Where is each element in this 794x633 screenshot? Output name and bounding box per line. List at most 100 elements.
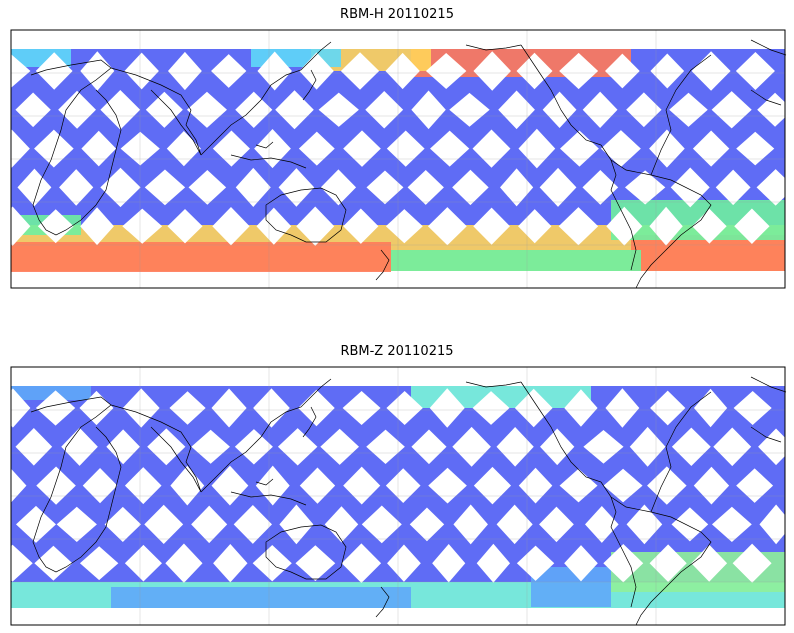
swath-gap [0, 428, 7, 465]
swath-gap [693, 388, 728, 428]
coastline [302, 406, 317, 438]
coastline [650, 391, 712, 513]
swath-gap [629, 426, 666, 467]
value-patch [11, 386, 91, 400]
coastlines [30, 376, 787, 626]
swath-gap [387, 544, 421, 582]
swath-gap [582, 91, 618, 129]
swath-gap [582, 170, 619, 205]
swath-gap [256, 207, 292, 245]
swath-gap [80, 51, 115, 91]
swath-gap [100, 89, 141, 130]
swath-gap [235, 91, 273, 128]
swath-gap [58, 90, 96, 129]
swath-gap [11, 129, 30, 168]
swath-gap [56, 506, 97, 543]
swath-gap [715, 169, 751, 206]
swath-gap [59, 169, 94, 206]
swath-gap [542, 91, 577, 129]
swath-gap [427, 207, 467, 246]
coastline [230, 491, 307, 506]
coastline [520, 381, 602, 483]
swath-gap [11, 544, 33, 582]
swath-gap [473, 466, 512, 505]
swath-gap [496, 504, 533, 545]
swath-gap [407, 169, 444, 205]
coastline [110, 404, 202, 493]
coastline [302, 69, 317, 101]
swath-gap [36, 466, 76, 505]
coastlines [30, 39, 787, 289]
swath-gap [603, 544, 644, 583]
coastline [750, 89, 782, 106]
swath-gap [692, 208, 727, 244]
swath-gap [560, 130, 599, 167]
swath-gap [647, 466, 687, 505]
swath-gap [35, 52, 73, 90]
swath-gap [253, 388, 290, 428]
swath-gap [386, 390, 423, 426]
swath-gap [518, 128, 556, 169]
swath-gap [340, 52, 380, 90]
swath-gap [277, 428, 318, 466]
rbm-h-map [0, 29, 787, 289]
swath-gap [165, 543, 203, 583]
swath-gap [278, 168, 315, 207]
swath-gap [361, 505, 402, 544]
data-layer [0, 386, 785, 608]
swath-gap [191, 429, 230, 464]
swath-gap [564, 545, 598, 582]
coastline [110, 67, 202, 156]
swath-gap [318, 92, 359, 127]
swath-gap [188, 170, 227, 205]
coastline [750, 426, 782, 443]
swath-gap [299, 52, 334, 90]
swath-gap [428, 467, 467, 504]
swath-gap [500, 168, 534, 207]
swath-gap [212, 207, 250, 246]
swath-gap [170, 465, 205, 506]
swath-gap [496, 427, 534, 467]
swath-gap [386, 130, 425, 167]
swath-gap [186, 91, 227, 128]
swath-gap [564, 389, 598, 427]
swath-gap [279, 504, 314, 545]
swath-gap [600, 130, 641, 168]
swath-gap [11, 388, 31, 428]
swath-gap [169, 391, 206, 425]
value-patch [111, 587, 411, 608]
swath-gap [124, 52, 159, 90]
swath-gap [735, 51, 775, 91]
swath-gap [343, 208, 379, 244]
swath-gap [167, 51, 202, 91]
swath-gap [472, 129, 511, 168]
swath-gap [233, 504, 272, 544]
data-layer [0, 49, 785, 272]
swath-gap [432, 543, 466, 583]
swath-gap [385, 209, 423, 244]
swath-gap [693, 466, 730, 505]
coastline [255, 141, 274, 149]
swath-gap [100, 167, 141, 208]
swath-gap [343, 130, 381, 167]
swath-gap [11, 206, 31, 246]
swath-gap [669, 92, 708, 127]
coastline [200, 378, 332, 493]
swath-gap [757, 92, 785, 127]
swath-gap [211, 388, 247, 428]
swath-gap [539, 167, 577, 207]
swath-gap [452, 169, 489, 206]
swath-gap [320, 428, 360, 465]
swath-gap [472, 391, 510, 425]
swath-gap [671, 507, 709, 542]
swath-gap [585, 505, 619, 543]
swath-gap [104, 506, 142, 542]
coastline [600, 481, 712, 626]
swath-gap [15, 92, 51, 128]
swath-gap [145, 91, 183, 128]
swath-gap [626, 92, 662, 128]
swath-gap [605, 388, 640, 428]
swath-gap [736, 131, 775, 166]
swath-gap [0, 90, 9, 130]
swath-gap [473, 207, 510, 245]
